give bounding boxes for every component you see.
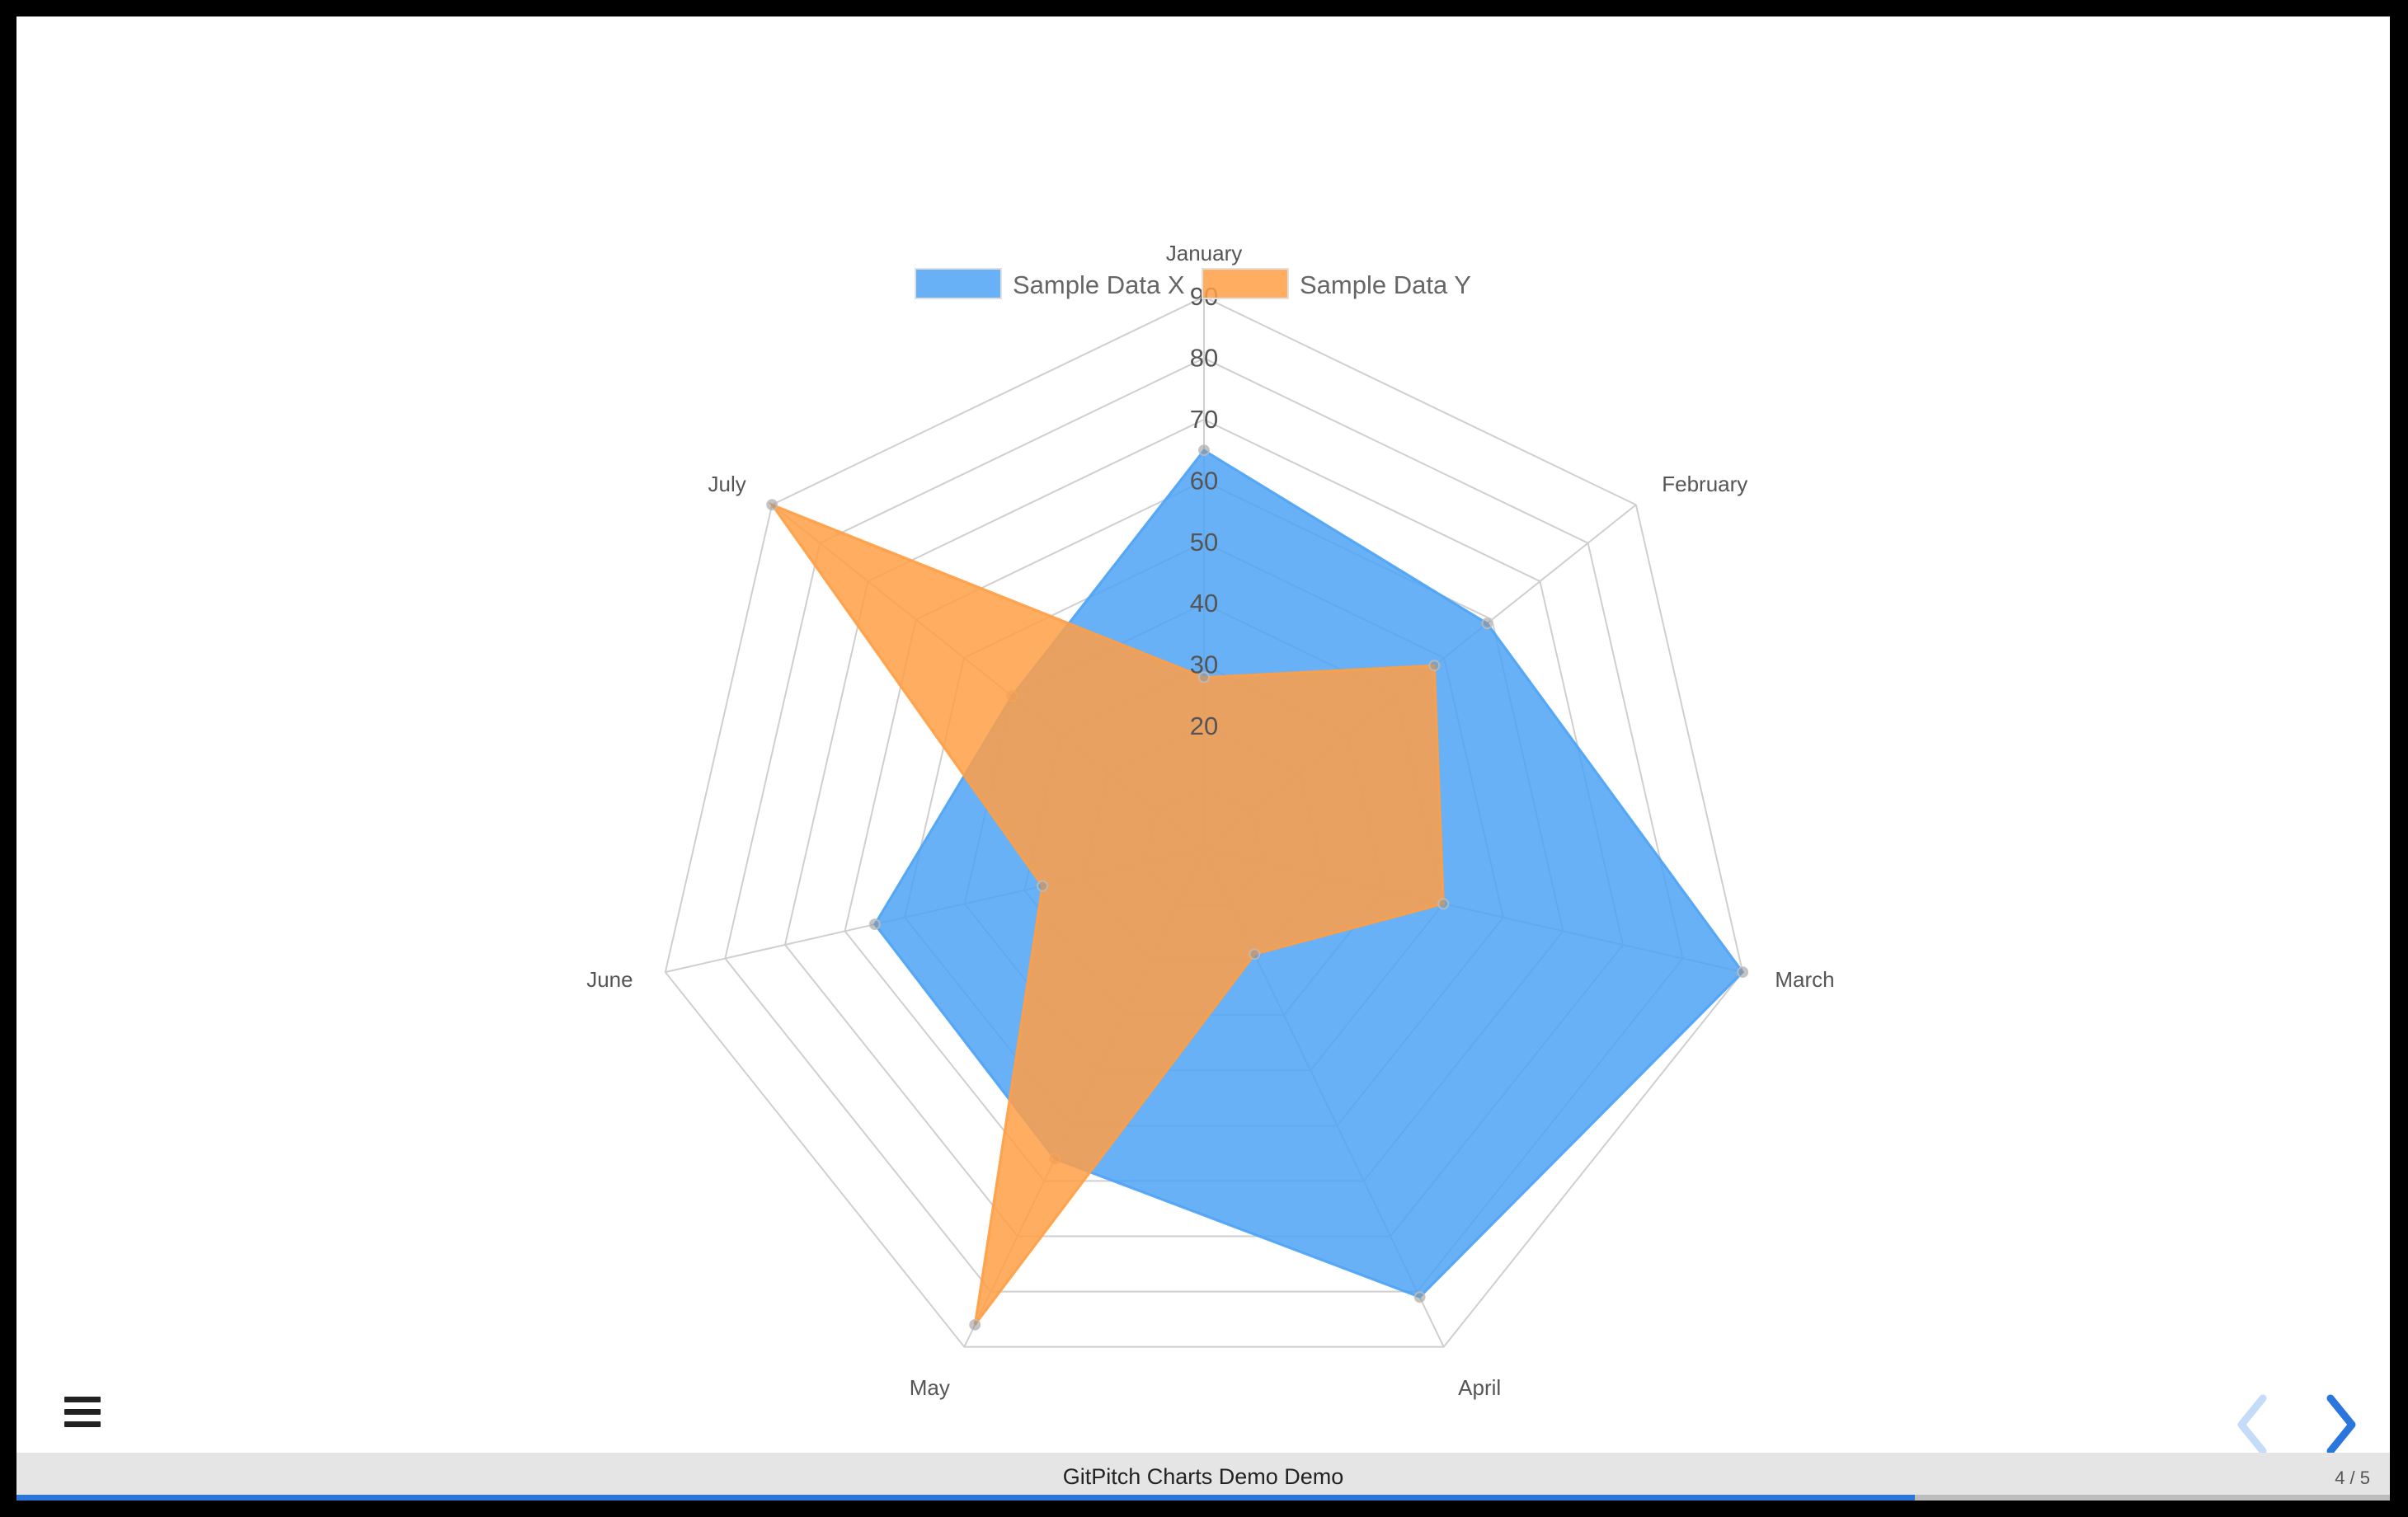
legend-label: Sample Data Y — [1300, 270, 1471, 299]
slide: 2030405060708090JanuaryFebruaryMarchApri… — [16, 16, 2390, 1501]
progress-bar — [16, 1495, 2390, 1501]
series-2 — [766, 499, 1450, 1331]
category-label: May — [910, 1375, 950, 1400]
data-point — [1481, 618, 1493, 630]
data-point — [1437, 898, 1450, 910]
data-point — [1198, 671, 1210, 683]
chevron-right-icon[interactable] — [2317, 1390, 2367, 1459]
data-point — [868, 918, 881, 931]
r-tick-label: 80 — [1190, 343, 1218, 372]
legend-swatch — [915, 268, 1002, 299]
chevron-left-icon[interactable] — [2228, 1390, 2278, 1459]
footer-bar: GitPitch Charts Demo Demo 4 / 5 — [16, 1453, 2390, 1501]
hamburger-menu-icon[interactable] — [63, 1392, 104, 1433]
r-tick-label: 60 — [1190, 466, 1218, 495]
data-point — [1198, 444, 1210, 457]
grid-ring — [664, 295, 1744, 1348]
progress-bar-fill — [16, 1495, 1916, 1501]
r-tick-label: 50 — [1190, 528, 1218, 557]
grid-ring — [724, 357, 1684, 1293]
data-point — [969, 1318, 981, 1331]
category-label: January — [1166, 241, 1243, 265]
r-tick-label: 70 — [1190, 405, 1218, 434]
data-point — [1737, 966, 1749, 979]
r-tick-label: 40 — [1190, 589, 1218, 618]
slide-counter: 4 / 5 — [2335, 1468, 2370, 1488]
data-point — [1413, 1291, 1426, 1303]
category-label: March — [1775, 967, 1834, 992]
data-point — [1428, 660, 1441, 672]
category-label: July — [708, 472, 745, 496]
radar-chart: 2030405060708090JanuaryFebruaryMarchApri… — [586, 241, 1834, 1400]
data-point — [1037, 880, 1049, 892]
data-point — [1249, 948, 1261, 960]
category-label: June — [586, 967, 633, 992]
category-label: April — [1458, 1375, 1501, 1400]
r-tick-label: 20 — [1190, 712, 1218, 740]
r-tick-label: 30 — [1190, 650, 1218, 679]
legend-swatch — [1202, 268, 1289, 299]
legend-label: Sample Data X — [1013, 270, 1185, 299]
grid-ring — [783, 418, 1625, 1238]
data-point — [766, 499, 778, 511]
presentation-title: GitPitch Charts Demo Demo — [1062, 1464, 1344, 1489]
chart-legend: Sample Data X Sample Data Y — [915, 268, 1471, 299]
category-label: February — [1662, 472, 1747, 496]
series-area — [769, 501, 1445, 1326]
